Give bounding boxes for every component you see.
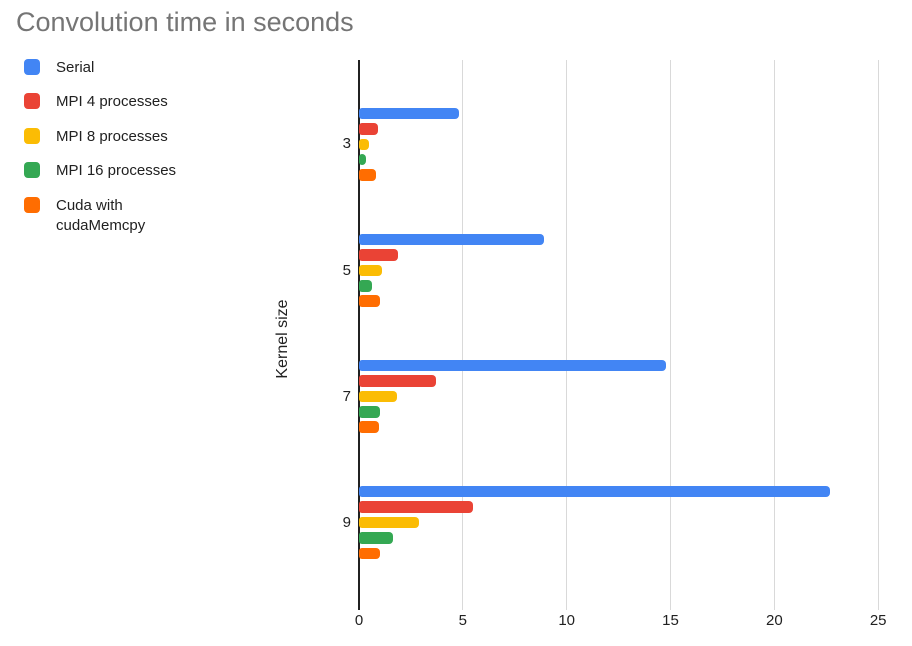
- bar-mpi-16-processes-kernel-7[interactable]: [359, 406, 380, 418]
- x-tick-label-10: 10: [558, 612, 576, 629]
- gridline-5: [462, 60, 464, 610]
- category-label-3: 3: [342, 135, 351, 153]
- bar-mpi-16-processes-kernel-9[interactable]: [359, 532, 394, 544]
- bar-cuda-with-cudamemcpy-kernel-7[interactable]: [359, 421, 379, 433]
- bar-mpi-8-processes-kernel-9[interactable]: [359, 516, 420, 529]
- category-label-5: 5: [342, 261, 351, 279]
- bar-cuda-with-cudamemcpy-kernel-3[interactable]: [359, 169, 376, 181]
- x-tick-label-5: 5: [458, 612, 467, 629]
- bar-mpi-4-processes-kernel-5[interactable]: [359, 249, 399, 261]
- bar-mpi-8-processes-kernel-3[interactable]: [359, 138, 370, 150]
- gridline-15: [670, 60, 672, 610]
- bar-cuda-with-cudamemcpy-kernel-9[interactable]: [359, 547, 380, 559]
- bar-mpi-4-processes-kernel-9[interactable]: [359, 501, 474, 513]
- bar-serial-kernel-3[interactable]: [359, 107, 459, 120]
- x-tick-label-20: 20: [766, 612, 783, 629]
- bar-mpi-8-processes-kernel-5[interactable]: [359, 264, 382, 277]
- legend-swatch-mpi-8-processes: [24, 127, 40, 144]
- x-tick-label-0: 0: [354, 612, 364, 629]
- legend: Serial MPI 4 processes MPI 8 processes MPI …: [24, 58, 244, 258]
- legend-swatch-mpi-4-processes: [24, 93, 40, 110]
- legend-item-mpi-4-processes[interactable]: MPI 4 processes: [24, 92, 168, 112]
- legend-item-cuda-with-cudamemcpy[interactable]: Cuda with cudaMemcpy: [24, 196, 145, 236]
- chart-title: Convolution time in seconds: [16, 7, 354, 37]
- bar-mpi-4-processes-kernel-3[interactable]: [359, 123, 378, 135]
- gridline-10: [566, 60, 568, 610]
- legend-label: MPI 4 processes: [56, 93, 168, 111]
- axis-baseline: [358, 60, 360, 610]
- bar-serial-kernel-9[interactable]: [359, 485, 831, 498]
- legend-swatch-serial: [24, 59, 40, 75]
- legend-label: Cuda with cudaMemcpy: [56, 196, 146, 234]
- bar-mpi-16-processes-kernel-3[interactable]: [359, 153, 367, 166]
- bar-mpi-16-processes-kernel-5[interactable]: [359, 280, 373, 292]
- x-tick-label-15: 15: [662, 612, 679, 629]
- bar-serial-kernel-7[interactable]: [359, 359, 667, 372]
- legend-label: Serial: [56, 59, 95, 76]
- gridline-25: [877, 60, 879, 610]
- category-label-7: 7: [342, 387, 351, 405]
- bar-mpi-4-processes-kernel-7[interactable]: [359, 375, 436, 387]
- gridline-20: [773, 60, 775, 610]
- category-label-9: 9: [342, 513, 351, 531]
- bar-serial-kernel-5[interactable]: [359, 233, 544, 246]
- legend-item-mpi-16-processes[interactable]: MPI 16 processes: [24, 161, 176, 181]
- bar-cuda-with-cudamemcpy-kernel-5[interactable]: [359, 295, 380, 307]
- legend-swatch-cuda-with-cudamemcpy: [24, 196, 40, 213]
- legend-label: MPI 8 processes: [56, 127, 168, 145]
- bar-mpi-8-processes-kernel-7[interactable]: [359, 390, 398, 403]
- legend-item-mpi-8-processes[interactable]: MPI 8 processes: [24, 127, 168, 147]
- x-tick-label-25: 25: [869, 612, 887, 629]
- legend-label: MPI 16 processes: [56, 162, 177, 180]
- legend-item-serial[interactable]: Serial: [24, 58, 94, 78]
- legend-swatch-mpi-16-processes: [24, 162, 40, 179]
